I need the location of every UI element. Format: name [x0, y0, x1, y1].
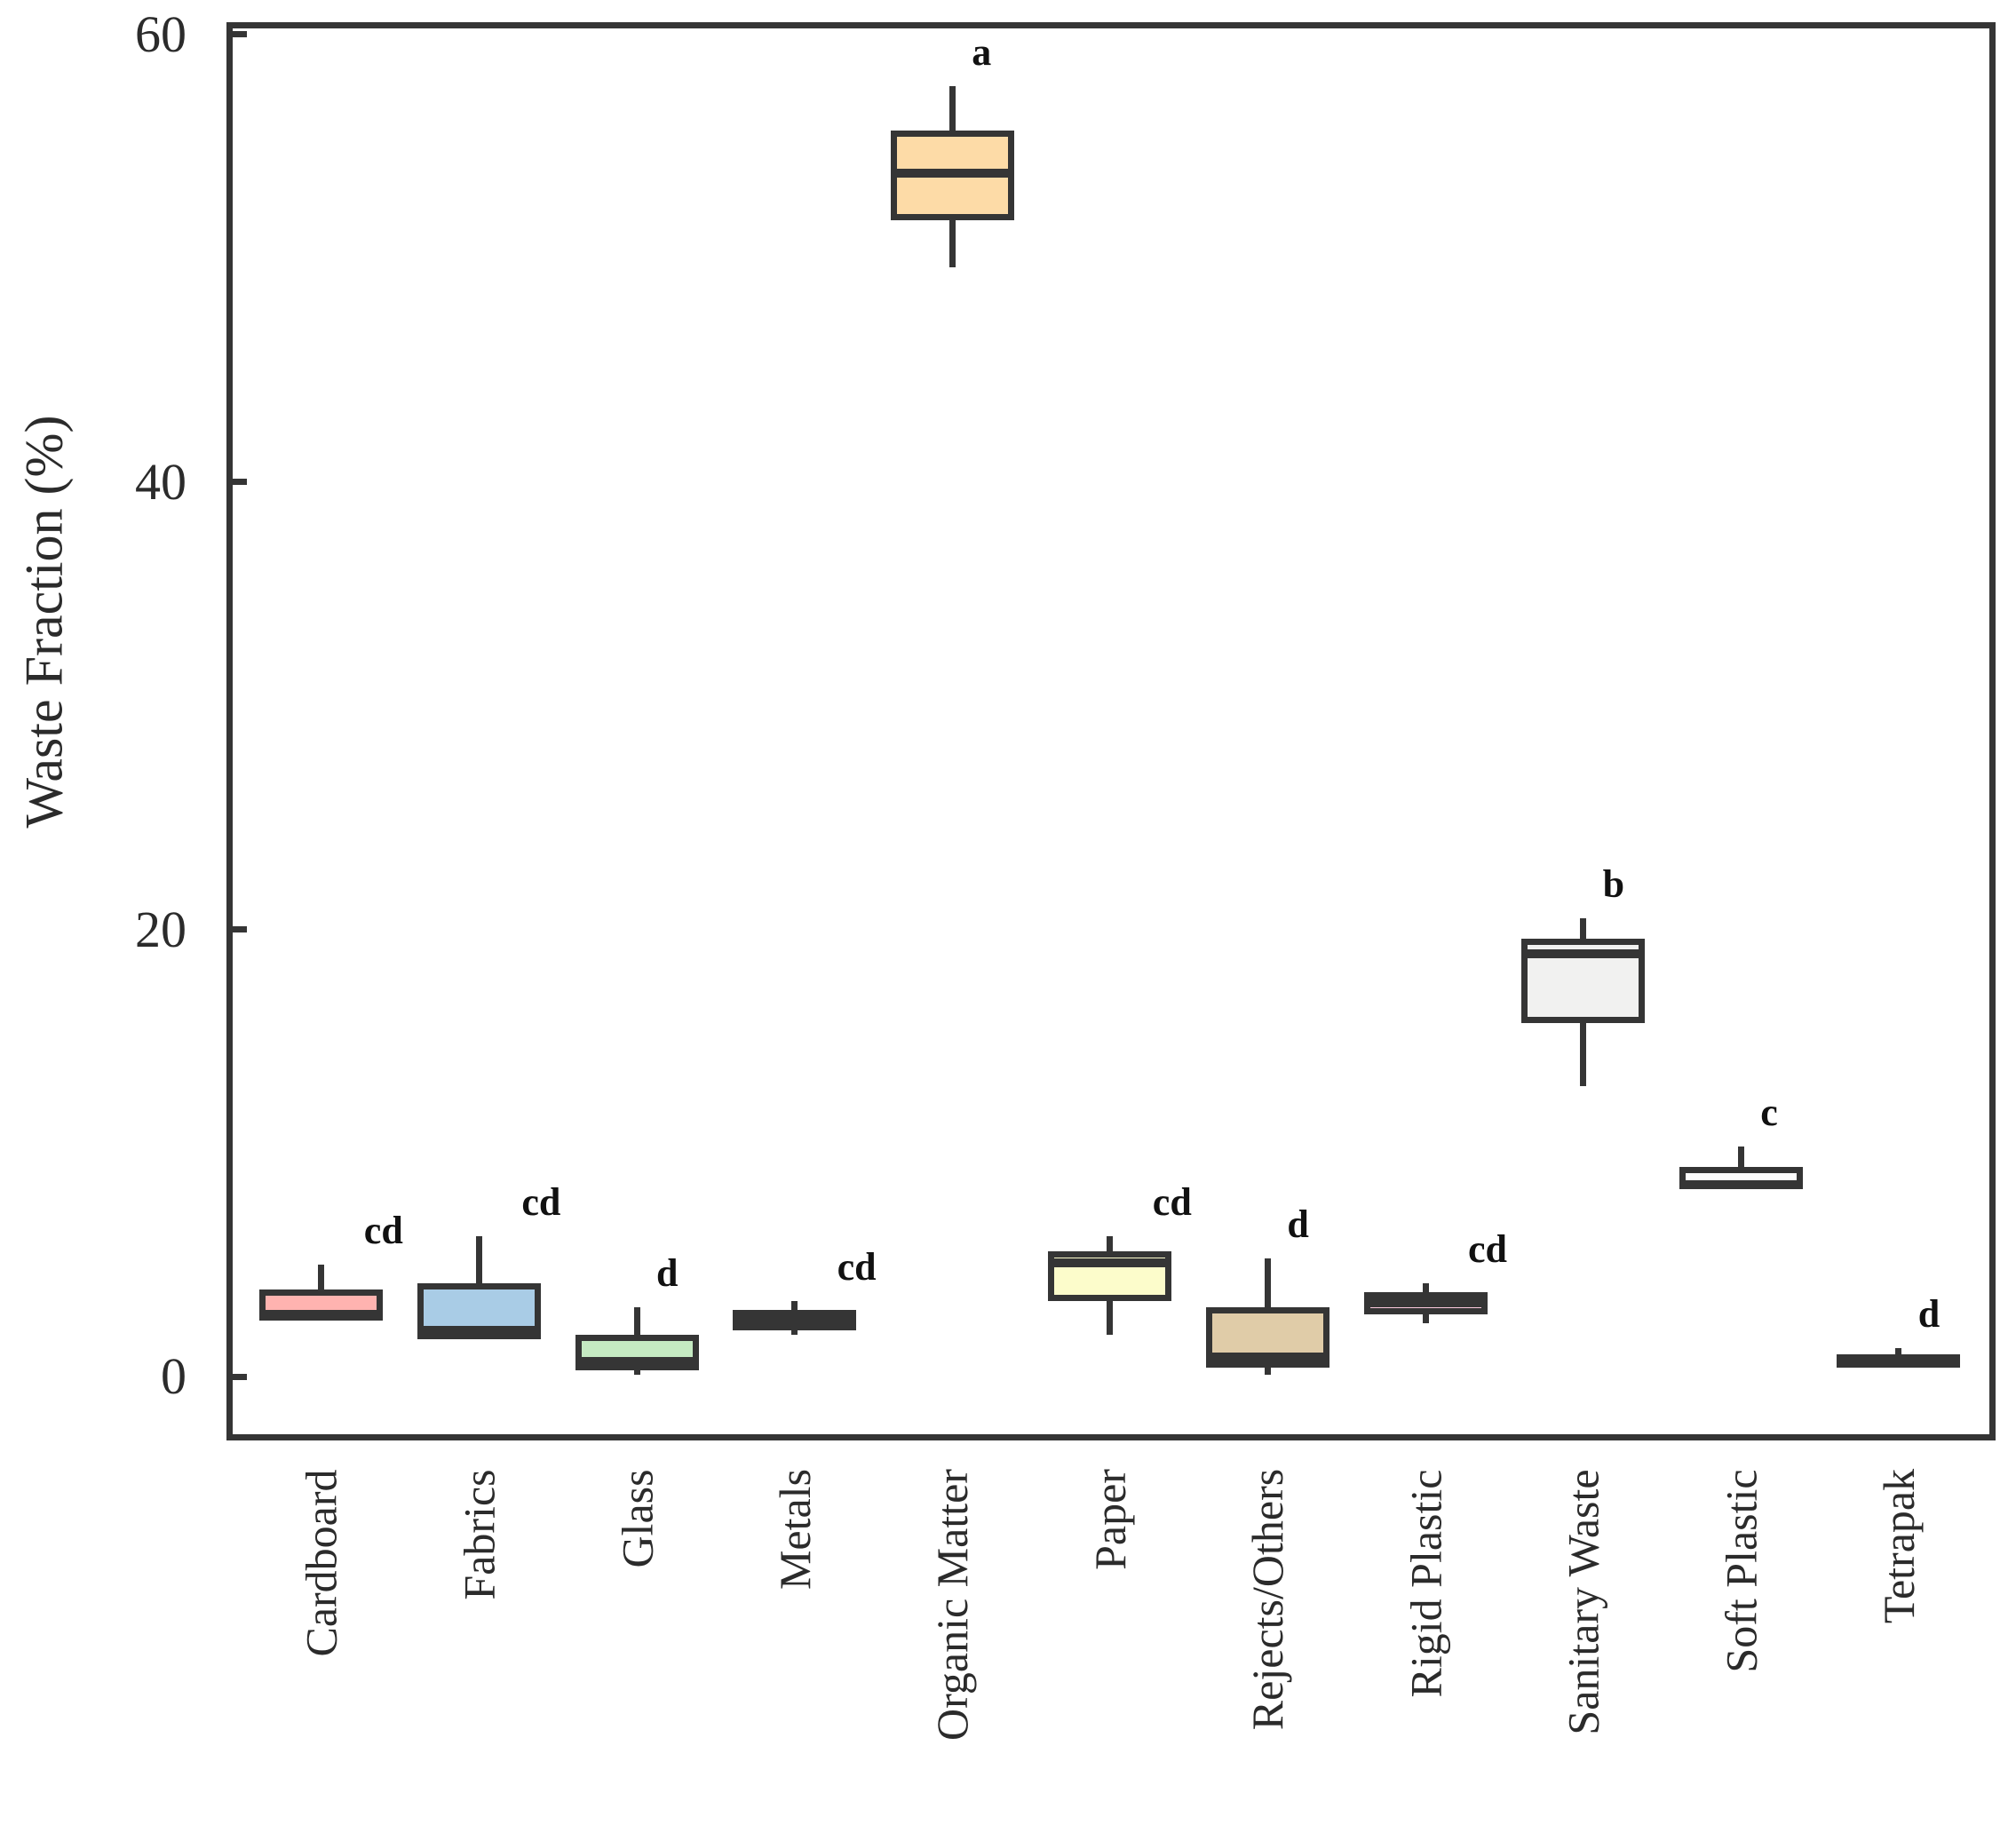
x-tick-label: Soft Plastic: [1716, 1468, 1766, 1673]
whisker-lower: [948, 219, 956, 267]
x-tick-label: Tetrapak: [1873, 1468, 1924, 1624]
whisker-upper: [948, 85, 956, 131]
median-line: [259, 1309, 384, 1319]
whisker-upper: [318, 1265, 325, 1290]
whisker-upper: [1580, 917, 1587, 939]
whisker-upper: [1737, 1146, 1744, 1167]
median-line: [1048, 1258, 1172, 1267]
significance-letter: d: [1287, 1202, 1309, 1246]
x-tick-label: Organic Matter: [927, 1469, 978, 1741]
y-tick-label: 20: [135, 900, 187, 958]
significance-letter: c: [1760, 1090, 1778, 1134]
plot-area: cd cd d cd a cd d cd b c d: [226, 22, 1996, 1440]
y-axis-tick: [226, 926, 247, 933]
significance-letter: d: [656, 1251, 679, 1296]
whisker-lower: [1580, 1023, 1587, 1086]
median-line: [575, 1356, 699, 1366]
y-axis-tick: [226, 479, 247, 486]
whisker-lower: [633, 1369, 640, 1375]
significance-letter: d: [1917, 1291, 1941, 1336]
y-axis-tick: [226, 1373, 247, 1380]
whisker-upper: [1895, 1347, 1902, 1355]
median-line: [1363, 1298, 1488, 1308]
significance-letter: cd: [1152, 1179, 1192, 1224]
y-tick-label: 40: [135, 452, 187, 511]
x-tick-label: Sanitary Waste: [1558, 1468, 1608, 1735]
significance-letter: cd: [1468, 1226, 1507, 1271]
median-line: [1837, 1356, 1961, 1366]
whisker-upper: [791, 1300, 798, 1310]
significance-letter: cd: [837, 1244, 877, 1289]
significance-letter: cd: [521, 1179, 561, 1224]
whisker-upper: [1264, 1258, 1271, 1308]
y-tick-label: 0: [161, 1347, 187, 1406]
significance-letter: cd: [363, 1209, 403, 1253]
median-line: [417, 1325, 541, 1335]
whisker-lower: [1422, 1313, 1429, 1323]
significance-letter: b: [1602, 861, 1625, 906]
median-line: [1679, 1179, 1803, 1189]
median-line: [733, 1316, 857, 1326]
x-tick-label: Rigid Plastic: [1400, 1469, 1450, 1697]
median-line: [1205, 1352, 1329, 1361]
whisker-lower: [791, 1329, 798, 1335]
whisker-lower: [1264, 1368, 1271, 1375]
whisker-upper: [1107, 1235, 1114, 1252]
x-tick-label: Rejects/Others: [1242, 1468, 1293, 1731]
x-tick-label: Metals: [769, 1468, 820, 1591]
x-tick-label: Glass: [612, 1468, 663, 1568]
significance-letter: a: [972, 29, 992, 74]
whisker-upper: [1422, 1282, 1429, 1292]
x-tick-label: Paper: [1084, 1469, 1135, 1570]
y-axis-tick: [226, 31, 247, 38]
whisker-lower: [1107, 1300, 1114, 1335]
x-tick-label: Cardboard: [296, 1468, 346, 1657]
median-line: [890, 169, 1014, 179]
whisker-upper: [633, 1307, 640, 1335]
median-line: [1521, 949, 1646, 959]
x-tick-label: Fabrics: [454, 1468, 504, 1600]
whisker-upper: [475, 1235, 482, 1283]
y-tick-label: 60: [135, 4, 187, 63]
